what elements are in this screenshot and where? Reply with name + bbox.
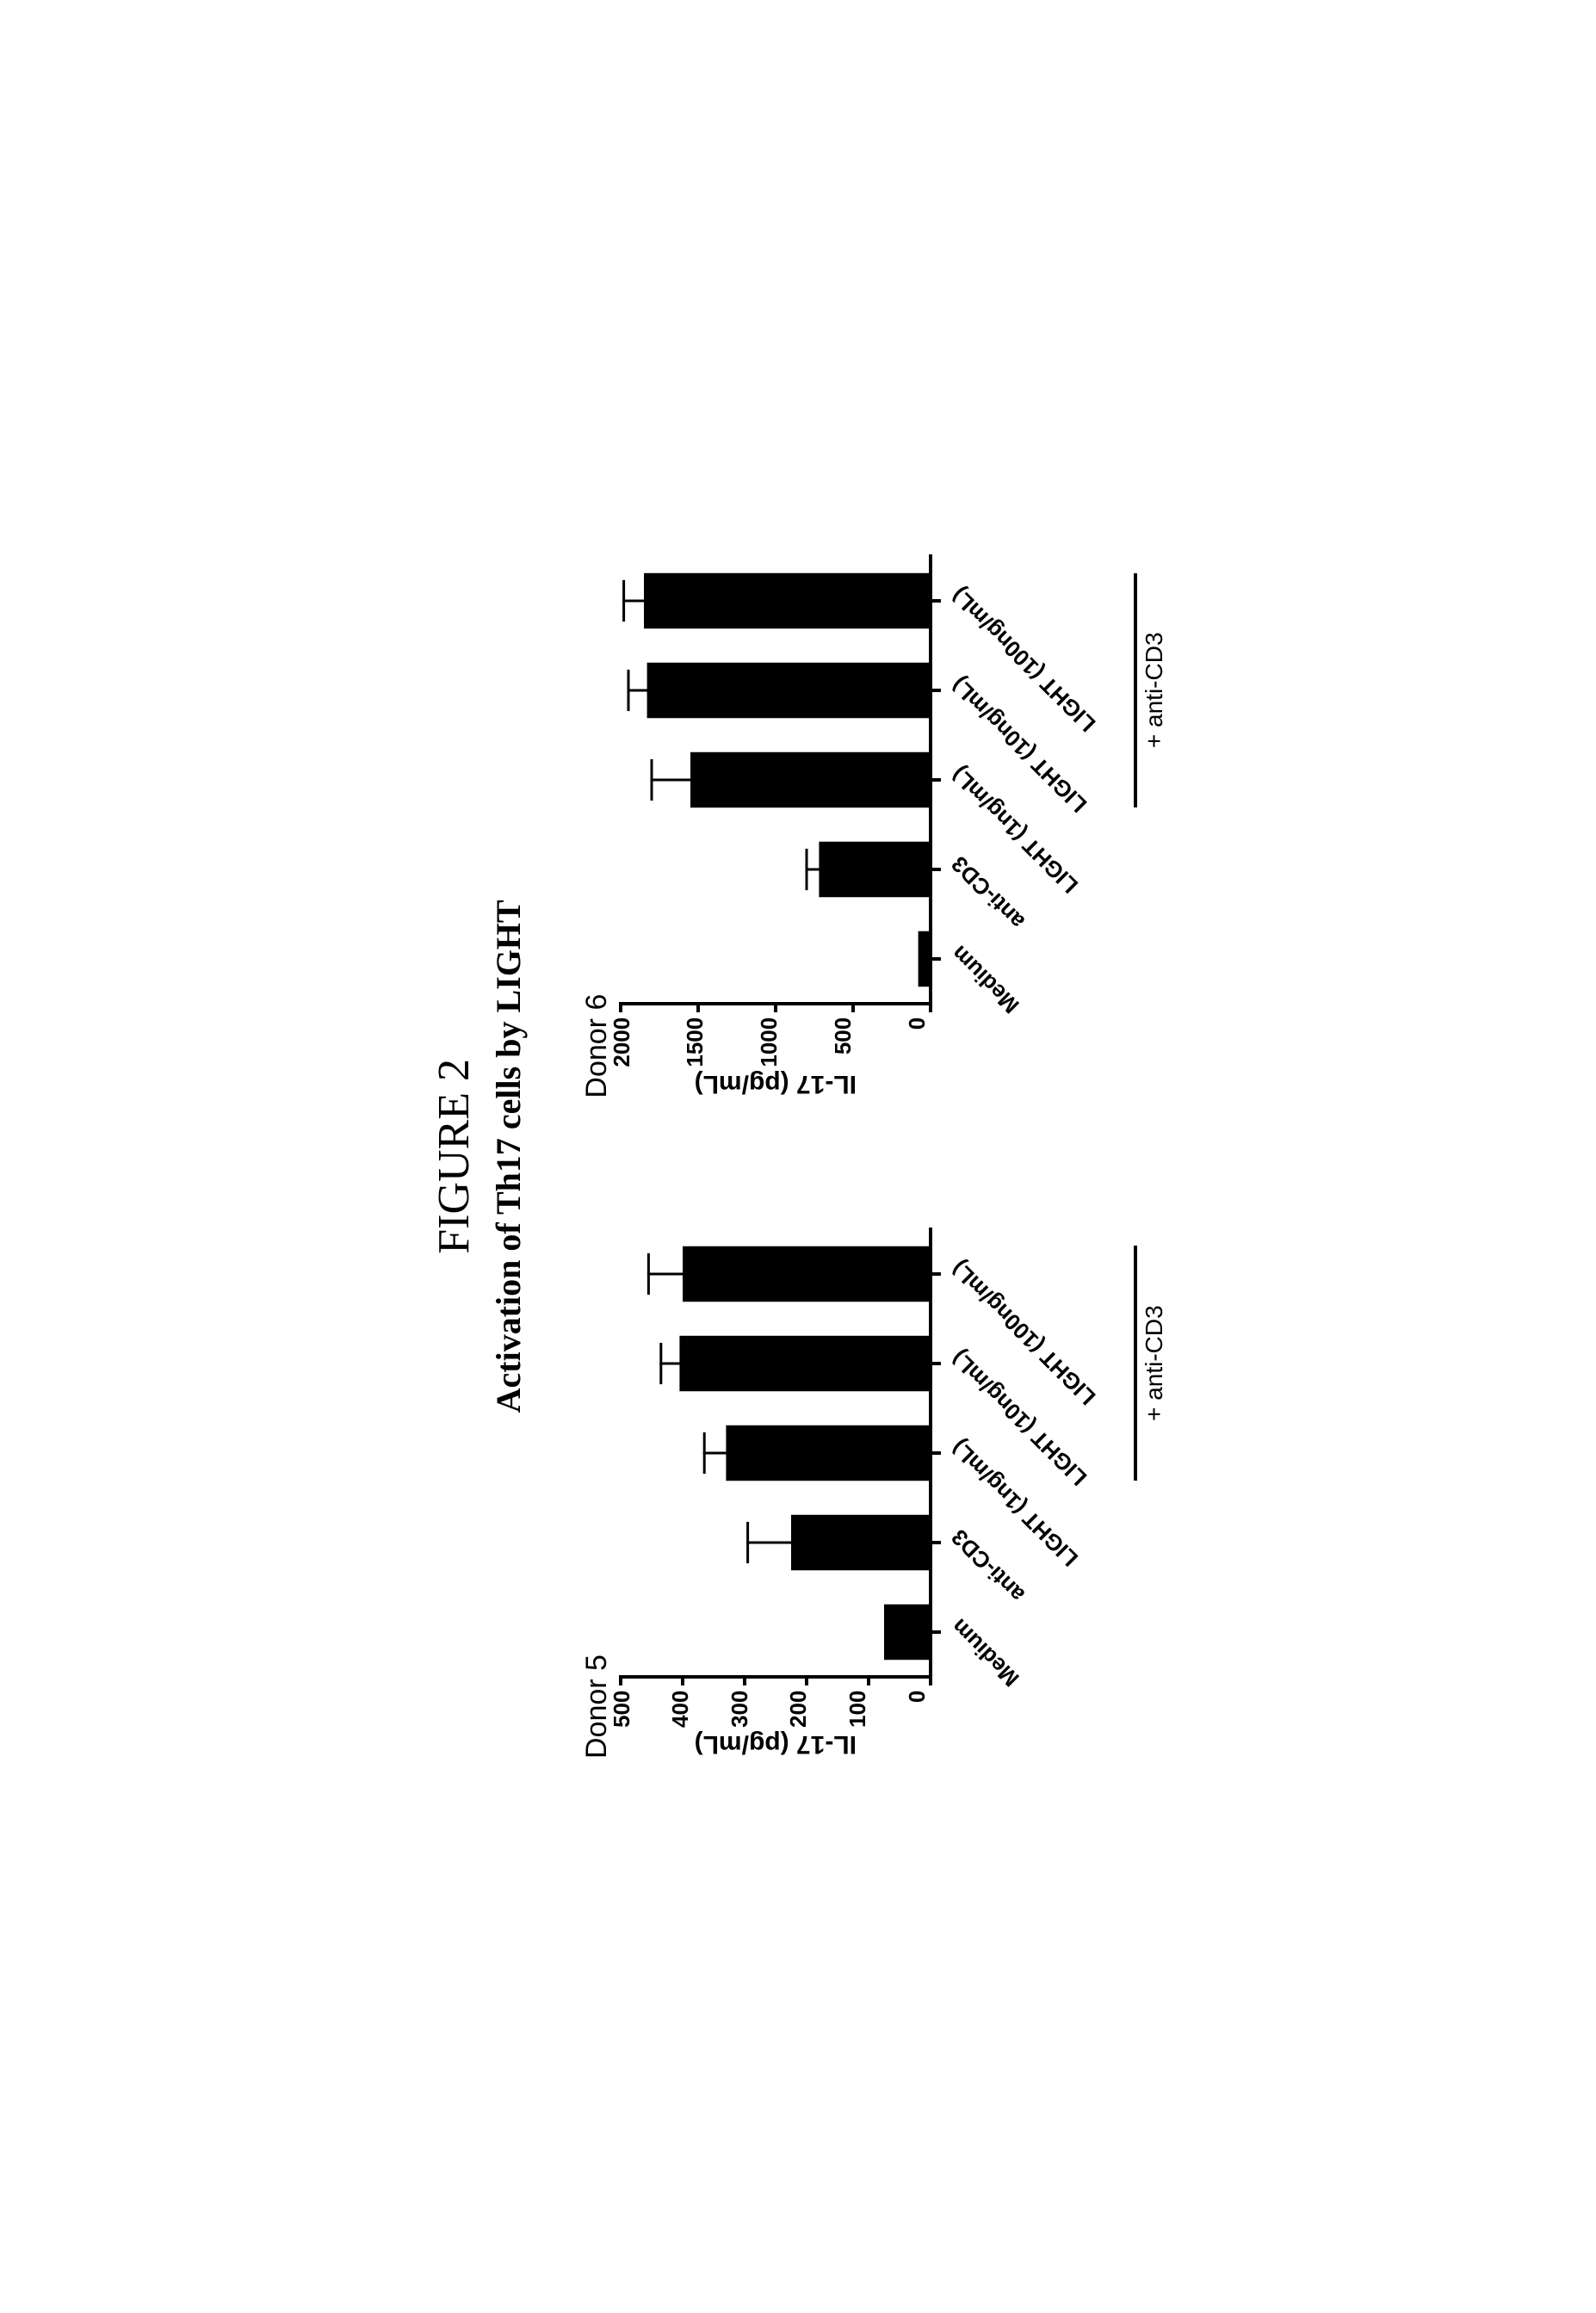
chart-svg	[595, 1228, 941, 1685]
y-tick-label: 200	[785, 1691, 812, 1728]
y-ticks: 2000 1500 1000 500 0	[608, 1017, 930, 1067]
y-tick-label: 100	[844, 1691, 871, 1728]
y-axis-label: IL-17 (pg/mL)	[621, 1729, 931, 1759]
y-ticks: 500 400 300 200 100 0	[608, 1691, 930, 1728]
y-tick-label: 0	[903, 1017, 930, 1030]
y-tick-label: 500	[608, 1691, 634, 1728]
plot-right-col: Mediumanti-CD3LIGHT (1ng/mL)LIGHT (10ng/…	[595, 1228, 1168, 1685]
bar	[918, 931, 930, 986]
bar	[791, 1514, 931, 1569]
plot-wrap: IL-17 (pg/mL)5004003002001000Mediumanti-…	[621, 1228, 1168, 1759]
anti-cd3-label: + anti-CD3	[1141, 573, 1168, 807]
plot-wrap: IL-17 (pg/mL)2000150010005000Mediumanti-…	[621, 554, 1168, 1098]
anti-cd3-label: + anti-CD3	[1141, 1246, 1168, 1480]
y-tick-label: 1000	[756, 1017, 783, 1067]
y-tick-label: 300	[726, 1691, 752, 1728]
figure-title: FIGURE 2	[429, 554, 479, 1759]
charts-row: Donor 5IL-17 (pg/mL)5004003002001000Medi…	[580, 554, 1168, 1759]
bar	[819, 842, 931, 897]
y-tick-label: 400	[667, 1691, 694, 1728]
plot-right-col: Mediumanti-CD3LIGHT (1ng/mL)LIGHT (10ng/…	[595, 554, 1168, 1012]
bar	[679, 1335, 931, 1390]
anti-cd3-bracket: + anti-CD3	[1134, 1229, 1168, 1685]
bar	[726, 1425, 931, 1480]
y-tick-label: 1500	[682, 1017, 708, 1067]
x-tick-label: Medium	[946, 940, 1024, 1018]
anti-cd3-bracket: + anti-CD3	[1134, 556, 1168, 1012]
bar	[690, 752, 931, 807]
bar	[644, 573, 931, 628]
y-tick-label: 2000	[608, 1017, 634, 1067]
figure-subtitle: Activation of Th17 cells by LIGHT	[488, 554, 529, 1759]
bar	[884, 1604, 931, 1659]
x-tick-label: anti-CD3	[946, 1524, 1030, 1608]
x-tick-label: Medium	[946, 1613, 1024, 1691]
chart-donor5: Donor 5IL-17 (pg/mL)5004003002001000Medi…	[580, 1228, 1168, 1759]
chart-donor6: Donor 6IL-17 (pg/mL)2000150010005000Medi…	[580, 554, 1168, 1098]
anti-cd3-rule	[1134, 573, 1137, 807]
x-tick-label: anti-CD3	[946, 850, 1030, 935]
x-labels: Mediumanti-CD3LIGHT (1ng/mL)LIGHT (10ng/…	[941, 1229, 1130, 1685]
chart-svg	[595, 554, 941, 1012]
bar	[683, 1246, 931, 1301]
anti-cd3-rule	[1134, 1246, 1137, 1480]
y-tick-label: 500	[829, 1017, 856, 1054]
rotated-figure-group: FIGURE 2 Activation of Th17 cells by LIG…	[429, 554, 1168, 1759]
bar	[646, 663, 930, 718]
x-labels: Mediumanti-CD3LIGHT (1ng/mL)LIGHT (10ng/…	[941, 556, 1130, 1012]
y-tick-label: 0	[903, 1691, 930, 1703]
page: FIGURE 2 Activation of Th17 cells by LIG…	[0, 0, 1596, 2313]
y-axis-label: IL-17 (pg/mL)	[621, 1069, 931, 1098]
